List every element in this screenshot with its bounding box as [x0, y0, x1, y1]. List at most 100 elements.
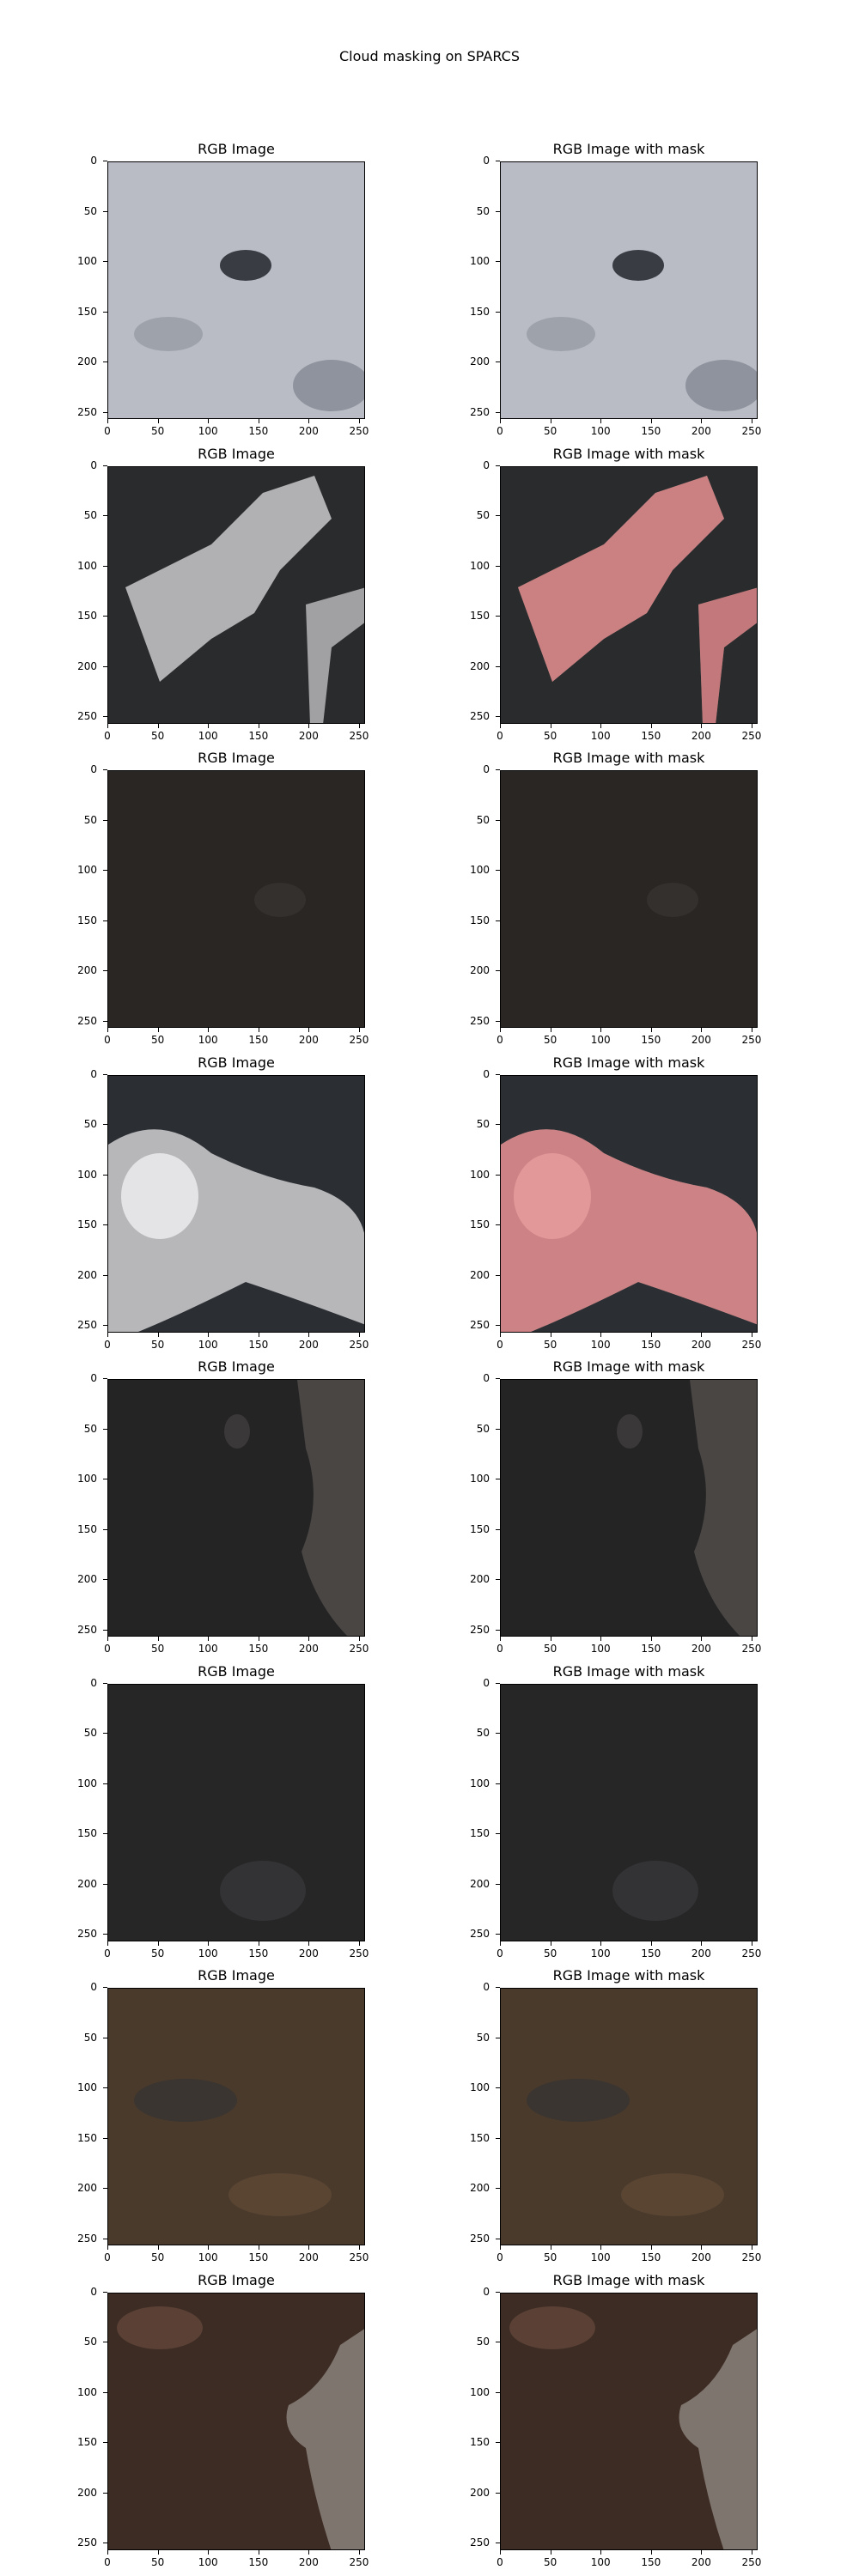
bright-terrain — [286, 2328, 364, 2549]
y-tick-label: 150 — [462, 1523, 500, 1535]
y-tick-label: 200 — [462, 2182, 500, 2194]
x-tick-label: 250 — [345, 1332, 373, 1351]
rgb-image-with-mask — [500, 1074, 758, 1333]
x-tick-label: 150 — [245, 1941, 272, 1959]
x-tick-label: 250 — [738, 1332, 765, 1351]
x-tick-label: 100 — [587, 2245, 614, 2263]
x-tick-label: 50 — [537, 419, 564, 437]
x-tick-label: 250 — [345, 1637, 373, 1655]
x-tick-label: 150 — [637, 1332, 665, 1351]
y-tick-label: 0 — [462, 155, 500, 167]
snow-ridges — [125, 475, 332, 682]
y-tick-label: 150 — [462, 306, 500, 318]
figure-title: Cloud masking on SPARCS — [339, 48, 520, 64]
x-tick-label: 0 — [486, 723, 514, 742]
y-tick-label: 250 — [462, 1015, 500, 1027]
y-tick-label: 100 — [70, 1777, 107, 1789]
x-tick-label: 200 — [295, 1637, 322, 1655]
y-tick-label: 250 — [462, 1928, 500, 1940]
x-tick-label: 50 — [537, 723, 564, 742]
x-tick-label: 50 — [537, 1332, 564, 1351]
ice-texture — [527, 317, 595, 351]
rgb-image — [107, 1683, 365, 1941]
y-tick-label: 50 — [70, 1423, 107, 1435]
x-tick-label: 50 — [144, 2245, 172, 2263]
y-tick-label: 100 — [70, 255, 107, 267]
rgb-image — [107, 465, 365, 724]
x-tick-label: 0 — [486, 1028, 514, 1046]
x-tick-label: 250 — [345, 1028, 373, 1046]
terrain-texture — [224, 1414, 250, 1449]
x-tick-label: 100 — [587, 723, 614, 742]
x-tick-label: 0 — [94, 1637, 121, 1655]
x-tick-label: 100 — [194, 419, 222, 437]
x-tick-label: 250 — [345, 723, 373, 742]
y-tick-label: 0 — [70, 155, 107, 167]
x-tick-label: 50 — [144, 1028, 172, 1046]
x-tick-label: 0 — [94, 1332, 121, 1351]
x-tick-label: 250 — [738, 1637, 765, 1655]
x-tick-label: 50 — [144, 2549, 172, 2568]
y-tick-label: 150 — [462, 610, 500, 622]
rgb-image-with-mask — [500, 1683, 758, 1941]
x-tick-label: 100 — [194, 1637, 222, 1655]
y-tick-label: 100 — [462, 560, 500, 572]
y-tick-label: 250 — [70, 2537, 107, 2549]
dark-rock-feature — [612, 250, 664, 281]
y-tick-label: 50 — [70, 1118, 107, 1130]
y-tick-label: 100 — [462, 1169, 500, 1181]
x-tick-label: 50 — [144, 419, 172, 437]
terrain-texture — [621, 2173, 724, 2216]
y-tick-label: 250 — [462, 1319, 500, 1331]
y-tick-label: 100 — [70, 1169, 107, 1181]
y-tick-label: 150 — [70, 914, 107, 927]
x-tick-label: 100 — [587, 1637, 614, 1655]
panel-title: RGB Image with mask — [552, 2271, 705, 2288]
x-tick-label: 250 — [345, 2245, 373, 2263]
x-tick-label: 200 — [295, 1941, 322, 1959]
y-tick-label: 150 — [70, 1827, 107, 1839]
x-tick-label: 0 — [486, 419, 514, 437]
y-tick-label: 250 — [70, 1319, 107, 1331]
y-tick-label: 50 — [462, 1423, 500, 1435]
y-tick-label: 200 — [462, 660, 500, 672]
x-tick-label: 150 — [637, 1028, 665, 1046]
y-tick-label: 150 — [70, 610, 107, 622]
x-tick-label: 150 — [637, 419, 665, 437]
panel-title: RGB Image with mask — [552, 750, 705, 766]
y-tick-label: 0 — [462, 1981, 500, 1993]
y-tick-label: 50 — [462, 2032, 500, 2044]
x-tick-label: 0 — [486, 1332, 514, 1351]
y-tick-label: 200 — [70, 660, 107, 672]
terrain-texture — [228, 2173, 332, 2216]
x-tick-label: 150 — [637, 2549, 665, 2568]
x-tick-label: 250 — [345, 419, 373, 437]
x-tick-label: 50 — [537, 1941, 564, 1959]
terrain-texture — [134, 2079, 237, 2122]
y-tick-label: 150 — [462, 2132, 500, 2144]
y-tick-label: 150 — [462, 2436, 500, 2448]
x-tick-label: 150 — [637, 723, 665, 742]
y-tick-label: 50 — [462, 2336, 500, 2348]
x-tick-label: 150 — [245, 1028, 272, 1046]
y-tick-label: 50 — [462, 205, 500, 217]
y-tick-label: 0 — [70, 1372, 107, 1384]
y-tick-label: 0 — [462, 1372, 500, 1384]
y-tick-label: 50 — [70, 509, 107, 521]
terrain-texture — [220, 1860, 306, 1921]
y-tick-label: 0 — [462, 1677, 500, 1689]
coastline — [297, 1380, 364, 1636]
ice-texture — [293, 360, 364, 411]
terrain-texture — [254, 883, 306, 917]
y-tick-label: 200 — [70, 355, 107, 368]
cloud-mask-overlay — [518, 475, 724, 682]
bright-terrain — [679, 2328, 757, 2549]
panel-title: RGB Image — [198, 445, 275, 462]
x-tick-label: 100 — [587, 1941, 614, 1959]
panel-title: RGB Image with mask — [552, 1358, 705, 1375]
y-tick-label: 250 — [70, 710, 107, 722]
y-tick-label: 0 — [462, 1068, 500, 1080]
x-tick-label: 150 — [245, 1332, 272, 1351]
x-tick-label: 200 — [687, 419, 715, 437]
rgb-image-with-mask — [500, 1379, 758, 1637]
